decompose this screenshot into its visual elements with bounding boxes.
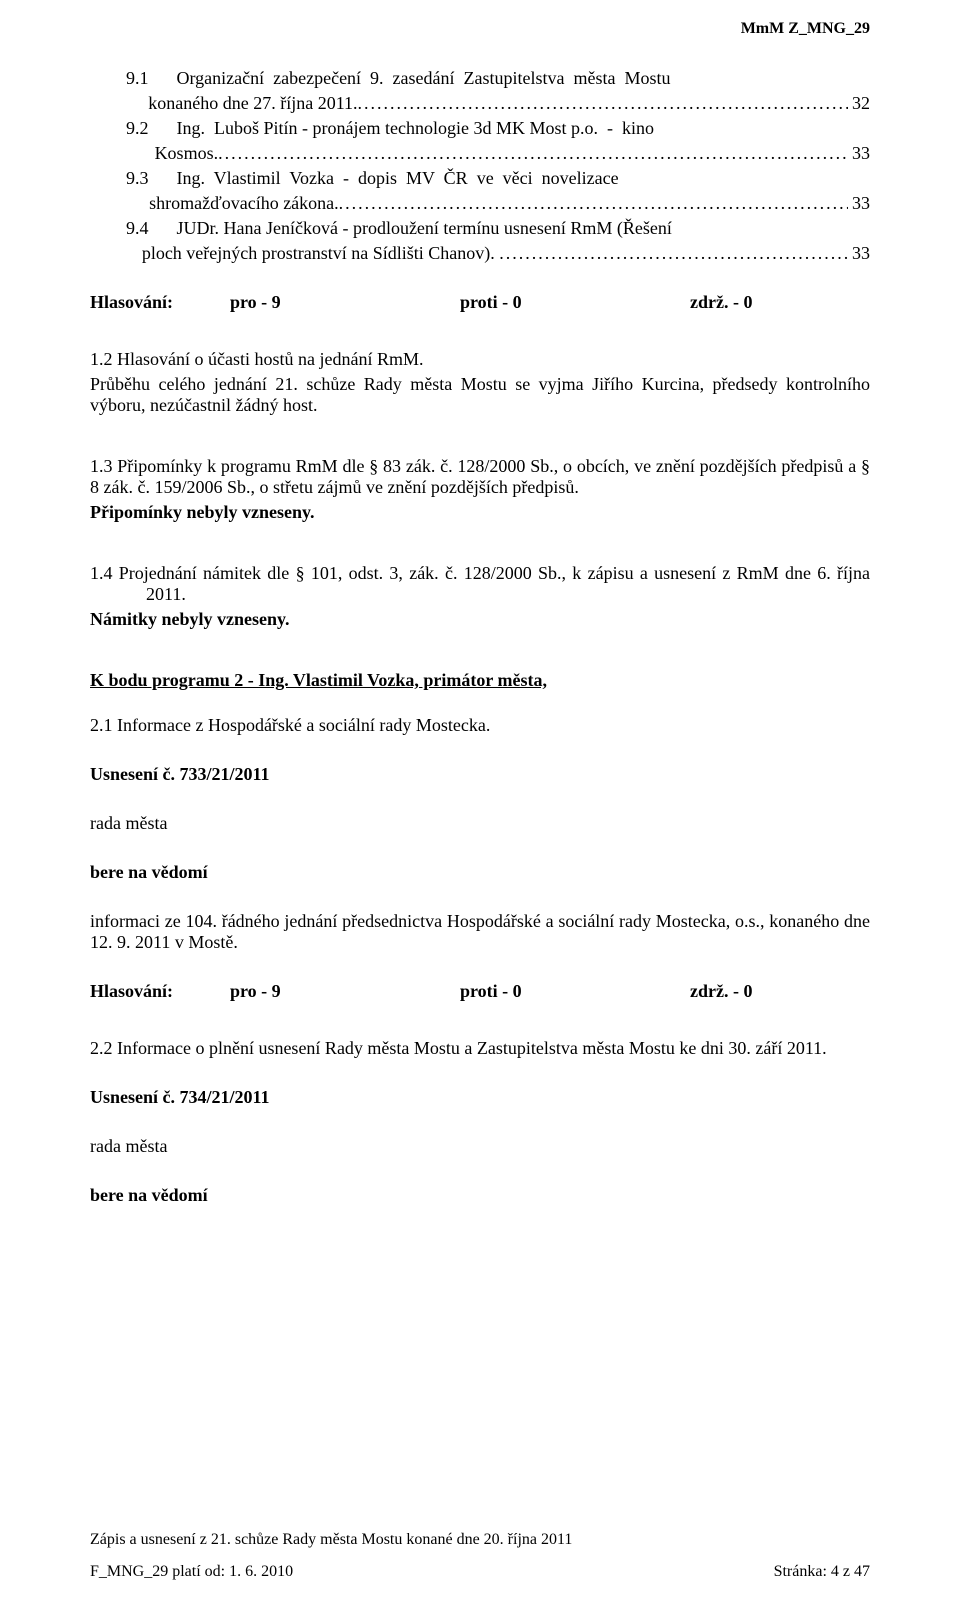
toc-dots [218, 143, 848, 164]
item-2-2: 2.2 Informace o plnění usnesení Rady měs… [90, 1038, 870, 1059]
toc-text: Ing. Vlastimil Vozka - dopis MV ČR ve vě… [177, 168, 619, 189]
toc-num: 9.4 [126, 218, 149, 239]
item-1-2-heading: 1.2 Hlasování o účasti hostů na jednání … [90, 349, 870, 370]
bere-na-vedomi: bere na vědomí [90, 862, 870, 883]
toc-page: 33 [848, 193, 870, 214]
vote-zdrz: zdrž. - 0 [690, 981, 752, 1002]
toc-row: 9.3 Ing. Vlastimil Vozka - dopis MV ČR v… [90, 168, 870, 189]
toc-text: Ing. Luboš Pitín - pronájem technologie … [177, 118, 654, 139]
toc-num: 9.1 [126, 68, 149, 89]
vote-proti: proti - 0 [460, 981, 690, 1002]
footer-title: Zápis a usnesení z 21. schůze Rady města… [90, 1531, 870, 1549]
toc-dots [358, 93, 848, 114]
vote-row: Hlasování: pro - 9 proti - 0 zdrž. - 0 [90, 981, 870, 1002]
footer-left: F_MNG_29 platí od: 1. 6. 2010 [90, 1563, 293, 1581]
toc-wrap: shromažďovacího zákona. [149, 193, 339, 214]
vote-proti: proti - 0 [460, 292, 690, 313]
toc: 9.1 Organizační zabezpečení 9. zasedání … [90, 68, 870, 264]
toc-text: Organizační zabezpečení 9. zasedání Zast… [177, 68, 671, 89]
rada-mesta: rada města [90, 1136, 870, 1157]
info-104: informaci ze 104. řádného jednání předse… [90, 911, 870, 953]
vote-pro: pro - 9 [230, 292, 460, 313]
item-1-3-heading: 1.3 Připomínky k programu RmM dle § 83 z… [90, 456, 870, 498]
toc-dots [499, 243, 848, 264]
item-1-2-body: Průběhu celého jednání 21. schůze Rady m… [90, 374, 870, 416]
toc-row-wrap: ploch veřejných prostranství na Sídlišti… [90, 243, 870, 264]
page: MmM Z_MNG_29 9.1 Organizační zabezpečení… [0, 0, 960, 1617]
toc-row: 9.1 Organizační zabezpečení 9. zasedání … [90, 68, 870, 89]
item-2-1: 2.1 Informace z Hospodářské a sociální r… [90, 715, 870, 736]
item-1-4-result: Námitky nebyly vzneseny. [90, 609, 870, 630]
toc-wrap: konaného dne 27. října 2011. [148, 93, 357, 114]
rada-mesta: rada města [90, 813, 870, 834]
vote-pro: pro - 9 [230, 981, 460, 1002]
toc-row-wrap: konaného dne 27. října 2011. 32 [90, 93, 870, 114]
toc-row-wrap: Kosmos. 33 [90, 143, 870, 164]
toc-row: 9.4 JUDr. Hana Jeníčková - prodloužení t… [90, 218, 870, 239]
vote-row: Hlasování: pro - 9 proti - 0 zdrž. - 0 [90, 292, 870, 313]
vote-label: Hlasování: [90, 981, 230, 1002]
resolution-734: Usnesení č. 734/21/2011 [90, 1087, 870, 1108]
toc-row: 9.2 Ing. Luboš Pitín - pronájem technolo… [90, 118, 870, 139]
toc-text: JUDr. Hana Jeníčková - prodloužení termí… [177, 218, 672, 239]
section-heading: K bodu programu 2 - Ing. Vlastimil Vozka… [90, 670, 870, 691]
bere-na-vedomi: bere na vědomí [90, 1185, 870, 1206]
doc-code: MmM Z_MNG_29 [741, 20, 870, 38]
toc-page: 33 [848, 243, 870, 264]
toc-page: 33 [848, 143, 870, 164]
item-1-3-result: Připomínky nebyly vzneseny. [90, 502, 870, 523]
footer: Zápis a usnesení z 21. schůze Rady města… [90, 1531, 870, 1581]
vote-zdrz: zdrž. - 0 [690, 292, 752, 313]
toc-page: 32 [848, 93, 870, 114]
vote-label: Hlasování: [90, 292, 230, 313]
toc-dots [339, 193, 848, 214]
item-1-4-heading: 1.4 Projednání námitek dle § 101, odst. … [90, 563, 870, 605]
toc-num: 9.2 [126, 118, 149, 139]
footer-right: Stránka: 4 z 47 [774, 1563, 870, 1581]
toc-num: 9.3 [126, 168, 149, 189]
toc-wrap: Kosmos. [155, 143, 219, 164]
resolution-733: Usnesení č. 733/21/2011 [90, 764, 870, 785]
toc-wrap: ploch veřejných prostranství na Sídlišti… [142, 243, 499, 264]
toc-row-wrap: shromažďovacího zákona. 33 [90, 193, 870, 214]
